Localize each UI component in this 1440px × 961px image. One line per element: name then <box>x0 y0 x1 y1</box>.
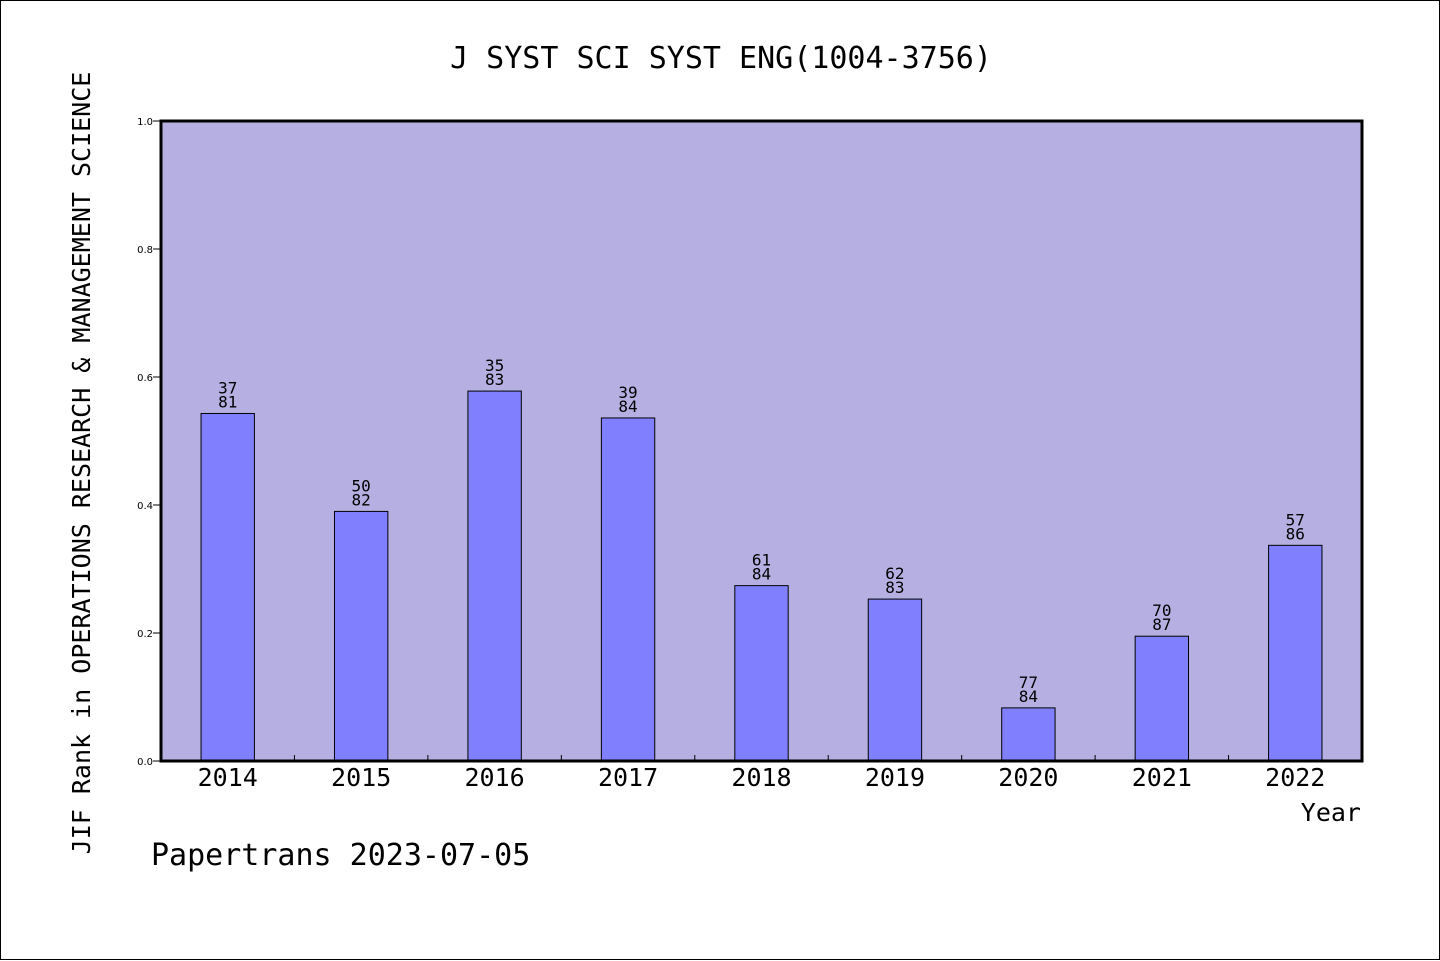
y-tick-label: 1.0 <box>137 117 153 128</box>
bar-total-label: 84 <box>1019 687 1038 706</box>
bar-rank-label: 61 <box>752 551 771 570</box>
x-tick-label: 2014 <box>198 763 258 792</box>
y-axis: 0.0 0.2 0.4 0.6 0.8 1.0 <box>137 117 161 768</box>
x-tick-label: 2018 <box>731 763 791 792</box>
x-tick-label: 2015 <box>331 763 391 792</box>
bar-rank-label: 57 <box>1286 510 1305 529</box>
bar-rank-label: 62 <box>885 564 904 583</box>
bar-rank-label: 35 <box>485 356 504 375</box>
bar-total-label: 87 <box>1152 615 1171 634</box>
bar-rank-label: 70 <box>1152 601 1171 620</box>
bar-rank-label: 37 <box>218 378 237 397</box>
bar-rank-label: 50 <box>352 476 371 495</box>
y-tick-label: 0.8 <box>137 245 153 256</box>
y-tick-label: 0.2 <box>137 629 153 640</box>
footer-credit: Papertrans 2023-07-05 <box>151 838 530 873</box>
bar-2014 <box>200 412 255 762</box>
bar-total-label: 84 <box>618 397 637 416</box>
x-axis: 2014 2015 2016 2017 2018 2019 2020 2021 2022 <box>198 755 1325 792</box>
chart-title: J SYST SCI SYST ENG(1004-3756) <box>450 41 992 76</box>
x-tick-label: 2020 <box>998 763 1058 792</box>
x-tick-label: 2022 <box>1265 763 1325 792</box>
bar-rank-label: 77 <box>1019 673 1038 692</box>
y-tick-label: 0.4 <box>137 501 153 512</box>
bar-total-label: 86 <box>1286 524 1305 543</box>
bar-2022 <box>1268 544 1323 762</box>
y-tick-label: 0.0 <box>137 757 153 768</box>
x-axis-label: Year <box>1301 798 1361 827</box>
bar-2019 <box>867 598 923 762</box>
bar-total-label: 83 <box>885 578 904 597</box>
y-axis-label: JIF Rank in OPERATIONS RESEARCH & MANAGE… <box>67 72 96 855</box>
bar-total-label: 81 <box>218 392 237 411</box>
bar-2016 <box>467 390 522 762</box>
bar-2020 <box>1001 707 1056 762</box>
y-tick-label: 0.6 <box>137 373 153 384</box>
x-tick-label: 2019 <box>865 763 925 792</box>
bar-2018 <box>734 585 789 762</box>
bar-total-label: 82 <box>352 490 371 509</box>
bar-2017 <box>600 417 656 762</box>
bar-2021 <box>1134 635 1190 762</box>
bar-total-label: 84 <box>752 565 771 584</box>
bar-rank-label: 39 <box>618 383 637 402</box>
plot-border <box>159 119 1364 763</box>
x-tick-label: 2016 <box>465 763 525 792</box>
bar-total-label: 83 <box>485 370 504 389</box>
x-tick-label: 2021 <box>1132 763 1192 792</box>
bars <box>200 390 1323 762</box>
x-tick-label: 2017 <box>598 763 658 792</box>
bar-2015 <box>333 510 389 762</box>
